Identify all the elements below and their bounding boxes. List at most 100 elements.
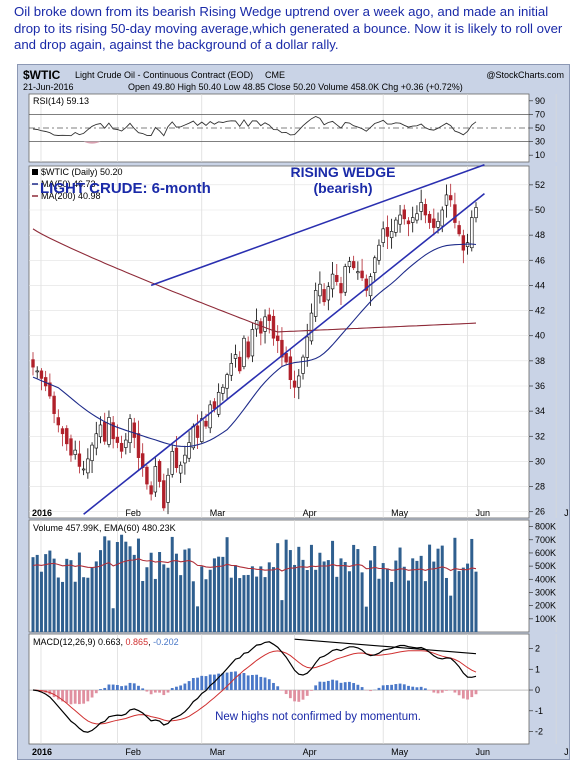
volume-bar <box>69 560 73 632</box>
volume-bar <box>225 537 229 632</box>
candle-down <box>132 422 136 438</box>
candle-up <box>474 207 478 219</box>
price-legend-main: $WTIC (Daily) 50.20 <box>41 167 123 177</box>
macd-histogram-bar <box>94 690 98 694</box>
candle-up <box>187 442 191 459</box>
wedge-lower-line <box>83 193 485 515</box>
macd-histogram-bar <box>407 685 410 691</box>
volume-label: Volume 457.99K, EMA(60) 480.23K <box>33 523 176 533</box>
volume-bar <box>179 575 183 632</box>
macd-series <box>29 638 529 733</box>
candle-down <box>461 235 466 251</box>
rsi-line <box>32 115 477 137</box>
candle-down <box>60 428 65 435</box>
macd-histogram-bar <box>326 680 330 691</box>
macd-histogram-bar <box>166 690 170 693</box>
macd-histogram-bar <box>65 690 69 703</box>
volume-bar <box>411 558 415 632</box>
candle-up <box>98 424 103 438</box>
x-axis-bottom: 2016 Feb Mar Apr May Jun Jul <box>32 747 569 757</box>
candle-down <box>149 485 153 495</box>
volume-series <box>31 534 478 632</box>
volume-bar <box>204 579 208 632</box>
volume-bar <box>107 540 111 632</box>
volume-bar <box>158 552 162 632</box>
candle-up <box>221 386 225 394</box>
macd-histogram-bar <box>234 671 237 691</box>
macd-histogram-bar <box>107 684 111 691</box>
volume-bar <box>428 544 432 632</box>
macd-histogram-bar <box>242 673 246 691</box>
macd-histogram-bar <box>360 687 364 691</box>
candle-up <box>263 316 267 332</box>
macd-tick-label: -2 <box>535 727 543 737</box>
exchange-label: CME <box>265 70 285 80</box>
candle-down <box>280 339 284 358</box>
price-tick-label: 44 <box>535 280 545 290</box>
candle-up <box>444 194 449 206</box>
x-axis-label: Apr <box>303 747 317 757</box>
macd-histogram-bar <box>82 690 86 704</box>
volume-ema-line <box>32 558 477 572</box>
rsi-label: RSI(14) 59.13 <box>33 96 89 106</box>
volume-bar <box>301 559 305 632</box>
candle-up <box>470 217 474 249</box>
volume-bar <box>470 538 474 632</box>
volume-bar <box>284 539 288 632</box>
candle-up <box>419 202 423 212</box>
volume-bar <box>423 581 427 632</box>
bearish-annotation: (bearish) <box>313 180 372 196</box>
candle-down <box>351 261 356 269</box>
symbol-label: $WTIC <box>23 68 61 82</box>
candle-down <box>115 436 120 443</box>
volume-bar <box>200 566 204 632</box>
candle-down <box>69 438 73 456</box>
volume-bar <box>457 571 461 632</box>
candle-up <box>309 312 314 342</box>
candle-up <box>318 283 322 297</box>
candle-down <box>145 466 149 485</box>
volume-bar <box>86 577 90 632</box>
candle-down <box>288 356 293 381</box>
macd-histogram-bar <box>225 672 229 691</box>
rsi-oversold-fill <box>83 141 101 144</box>
candle-up <box>347 261 352 268</box>
volume-bar <box>250 566 254 632</box>
macd-label: MACD(12,26,9) 0.663, 0.865, -0.202 <box>33 637 179 647</box>
volume-bar <box>347 571 351 632</box>
volume-bar <box>419 555 423 632</box>
x-axis-label: Feb <box>125 747 141 757</box>
macd-histogram-bar <box>411 686 415 691</box>
volume-bar <box>191 581 195 632</box>
macd-histogram-bar <box>322 681 326 691</box>
candle-up <box>208 404 212 429</box>
volume-bar <box>263 577 267 632</box>
candle-down <box>448 195 453 201</box>
volume-bar <box>360 572 364 632</box>
candle-up <box>128 418 132 444</box>
volume-bar <box>356 549 360 632</box>
volume-bar <box>166 567 170 632</box>
price-tick-label: 50 <box>535 205 545 215</box>
candle-down <box>204 420 208 427</box>
candle-up <box>216 391 221 415</box>
macd-histogram-bar <box>348 681 351 691</box>
price-tick-label: 38 <box>535 356 545 366</box>
candle-down <box>267 314 271 321</box>
candle-up <box>166 474 170 503</box>
volume-bar <box>48 550 52 632</box>
candle-down <box>39 370 44 379</box>
volume-bar <box>288 550 292 632</box>
macd-histogram-bar <box>436 690 440 694</box>
x-axis-top: 2016 Feb Mar Apr May Jun Jul <box>32 508 569 518</box>
x-axis-label: Mar <box>210 747 226 757</box>
volume-bar <box>377 578 381 632</box>
candle-down <box>195 425 200 438</box>
macd-histogram-bar <box>90 690 94 698</box>
volume-bar <box>297 546 301 632</box>
volume-bar <box>466 563 470 632</box>
volume-bar <box>141 581 145 632</box>
candle-down <box>453 204 457 223</box>
volume-bar <box>229 577 233 632</box>
macd-histogram-bar <box>415 687 419 691</box>
